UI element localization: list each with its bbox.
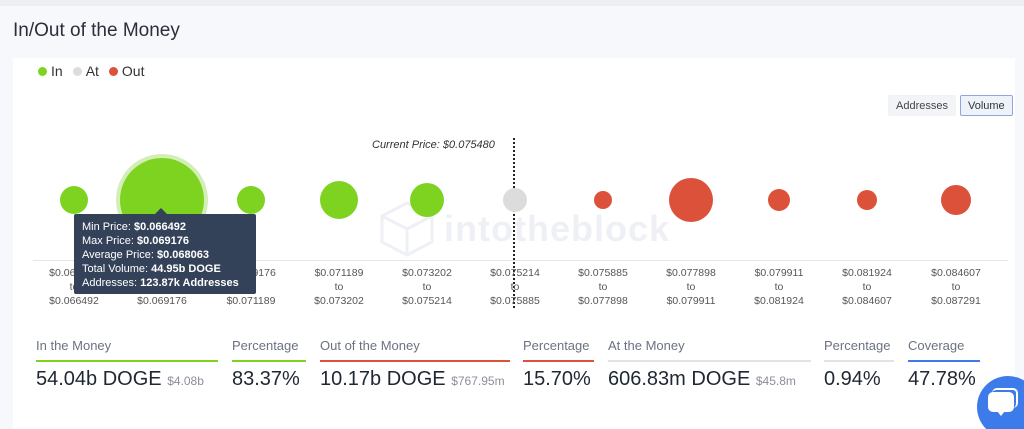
bucket-range-label: $0.077898 to $0.079911 — [666, 267, 716, 307]
legend-item-at[interactable]: At — [72, 63, 99, 79]
legend-label: At — [85, 63, 99, 79]
bubble-at[interactable] — [503, 188, 527, 212]
bucket-range-label: $0.079911 to $0.081924 — [754, 267, 804, 307]
page-title: In/Out of the Money — [13, 20, 180, 41]
bucket-range-label: $0.081924 to $0.084607 — [842, 267, 892, 307]
bubble-out[interactable] — [594, 191, 612, 209]
at-percentage-stat: Percentage 0.94% — [824, 338, 894, 391]
bucket-range-label: $0.075885 to $0.077898 — [578, 267, 628, 307]
stat-bar — [36, 360, 218, 362]
watermark: intotheblock — [378, 200, 670, 258]
volume-button[interactable]: Volume — [959, 95, 1013, 116]
bubble-tooltip: Min Price: $0.066492 Max Price: $0.06917… — [74, 208, 256, 294]
top-bar — [0, 0, 1024, 6]
stat-value: 54.04b DOGE $4.08b — [36, 368, 204, 390]
at-the-money-stat: At the Money 606.83m DOGE $45.8m — [608, 338, 811, 391]
watermark-text: intotheblock — [444, 208, 670, 249]
legend-item-in[interactable]: In — [38, 63, 63, 79]
chat-button[interactable] — [977, 376, 1024, 429]
bubble-in[interactable] — [237, 186, 265, 214]
current-price-line — [513, 138, 515, 308]
chart-legend: In At Out — [38, 63, 145, 79]
out-percentage-stat: Percentage 15.70% — [523, 338, 594, 391]
chat-icon — [988, 392, 1014, 416]
in-dot-icon — [38, 66, 47, 76]
bucket-range-label: $0.073202 to $0.075214 — [402, 267, 452, 307]
in-the-money-stat: In the Money 54.04b DOGE $4.08b — [36, 338, 218, 391]
legend-label: Out — [121, 63, 145, 79]
metric-toggle: Addresses Volume — [888, 95, 1013, 116]
addresses-button[interactable]: Addresses — [888, 95, 956, 116]
bucket-range-label: $0.075214 to $0.075885 — [490, 267, 540, 307]
out-of-the-money-stat: Out of the Money 10.17b DOGE $767.95m — [320, 338, 510, 391]
coverage-stat: Coverage 47.78% — [908, 338, 980, 391]
bubble-in[interactable] — [410, 183, 444, 217]
legend-item-out[interactable]: Out — [108, 63, 145, 79]
bubble-in[interactable] — [60, 186, 88, 214]
x-axis — [33, 260, 1008, 261]
bubble-out[interactable] — [857, 190, 877, 210]
stat-label: In the Money — [36, 338, 112, 353]
at-dot-icon — [72, 66, 82, 76]
bubble-in[interactable] — [320, 181, 358, 219]
bucket-range-label: $0.071189 to $0.073202 — [314, 267, 364, 307]
in-percentage-stat: Percentage 83.37% — [232, 338, 306, 391]
out-dot-icon — [108, 66, 118, 76]
current-price-label: Current Price: $0.075480 — [372, 139, 495, 151]
bubble-out[interactable] — [768, 189, 790, 211]
chat-back-icon — [992, 388, 1018, 408]
bubble-out[interactable] — [669, 178, 713, 222]
bucket-range-label: $0.084607 to $0.087291 — [931, 267, 981, 307]
bubble-out[interactable] — [941, 185, 971, 215]
legend-label: In — [51, 63, 63, 79]
